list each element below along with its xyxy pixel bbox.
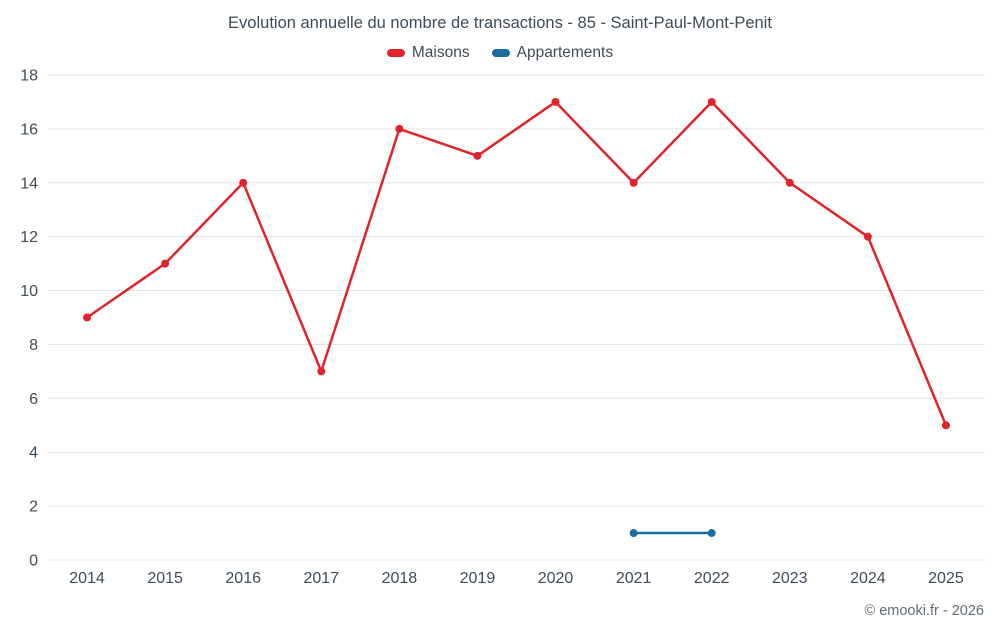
data-point-maisons-2017[interactable] bbox=[317, 367, 326, 376]
data-point-maisons-2019[interactable] bbox=[473, 151, 482, 160]
data-point-appartements-2021[interactable] bbox=[629, 529, 638, 538]
data-point-maisons-2016[interactable] bbox=[239, 178, 248, 187]
y-axis-label: 18 bbox=[20, 68, 38, 85]
series-line-maisons bbox=[85, 100, 948, 427]
y-axis-label: 10 bbox=[20, 283, 38, 300]
data-point-maisons-2015[interactable] bbox=[161, 259, 170, 268]
data-point-maisons-2014[interactable] bbox=[83, 313, 92, 322]
legend-label-maisons: Maisons bbox=[411, 44, 470, 61]
x-axis-label: 2022 bbox=[694, 570, 730, 587]
y-axis-label: 8 bbox=[29, 337, 38, 354]
y-axis-label: 4 bbox=[29, 445, 38, 462]
legend-item-appartements[interactable]: Appartements bbox=[491, 44, 614, 62]
y-axis-label: 16 bbox=[20, 121, 38, 138]
data-point-maisons-2024[interactable] bbox=[863, 232, 872, 241]
x-axis-label: 2024 bbox=[850, 570, 886, 587]
data-point-maisons-2025[interactable] bbox=[941, 421, 950, 430]
x-axis-label: 2017 bbox=[303, 570, 339, 587]
x-axis-label: 2015 bbox=[147, 570, 183, 587]
data-point-maisons-2021[interactable] bbox=[629, 178, 638, 187]
x-axis-label: 2018 bbox=[382, 570, 418, 587]
y-axis-label: 6 bbox=[29, 391, 38, 408]
data-point-maisons-2020[interactable] bbox=[551, 97, 560, 106]
data-point-maisons-2023[interactable] bbox=[785, 178, 794, 187]
x-axis-label: 2020 bbox=[538, 570, 574, 587]
y-axis-label: 2 bbox=[29, 499, 38, 516]
x-axis-label: 2019 bbox=[460, 570, 496, 587]
data-point-maisons-2018[interactable] bbox=[395, 124, 404, 133]
y-axis-label: 12 bbox=[20, 229, 38, 246]
legend-item-maisons[interactable]: Maisons bbox=[386, 44, 470, 62]
x-axis-label: 2014 bbox=[69, 570, 105, 587]
data-point-appartements-2022[interactable] bbox=[707, 529, 716, 538]
legend-marker-maisons bbox=[386, 49, 405, 57]
x-axis-label: 2016 bbox=[225, 570, 261, 587]
chart-legend: Maisons Appartements bbox=[0, 44, 1000, 62]
chart-title: Evolution annuelle du nombre de transact… bbox=[228, 14, 772, 32]
footer-credit: © emooki.fr - 2026 bbox=[864, 603, 984, 619]
legend-label-appartements: Appartements bbox=[516, 44, 614, 61]
data-point-maisons-2022[interactable] bbox=[707, 97, 716, 106]
x-axis-label: 2025 bbox=[928, 570, 964, 587]
y-axis-label: 14 bbox=[20, 175, 38, 192]
y-axis-label: 0 bbox=[29, 553, 38, 570]
x-axis-label: 2021 bbox=[616, 570, 652, 587]
legend-marker-appartements bbox=[491, 49, 510, 57]
x-axis-label: 2023 bbox=[772, 570, 808, 587]
